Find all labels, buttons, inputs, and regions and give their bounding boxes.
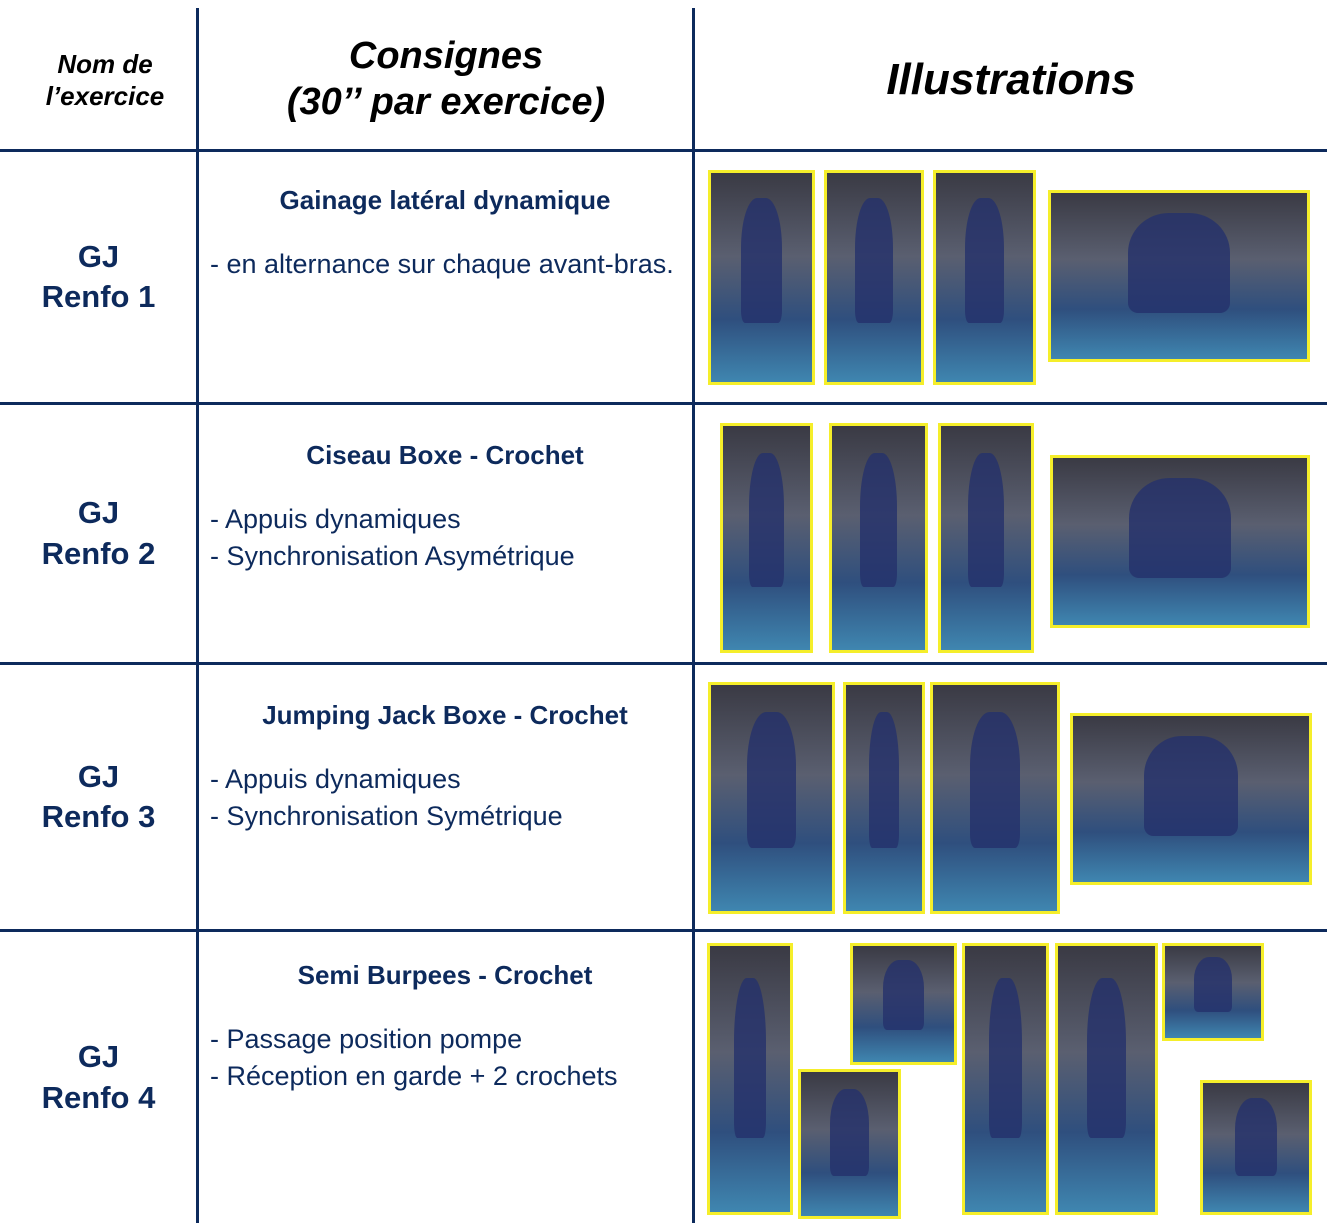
illustration-photo: [962, 943, 1049, 1215]
header-text: Consignes: [348, 35, 544, 78]
illustration-photo: [930, 682, 1060, 914]
header-text: l’exercice: [45, 81, 165, 111]
name-line: GJ: [77, 495, 120, 531]
name-line: Renfo 2: [41, 535, 156, 571]
column-divider: [692, 8, 695, 1223]
instruction-line: - Appuis dynamiques: [210, 504, 461, 534]
illustration-photo: [1162, 943, 1264, 1041]
exercise-title: Gainage latéral dynamique: [279, 185, 611, 215]
row-divider: [0, 149, 1327, 152]
instruction-line: - Synchronisation Asymétrique: [210, 541, 575, 572]
header-text: Illustrations: [886, 55, 1136, 104]
illustration-photo: [933, 170, 1036, 385]
header-instructions: Consignes (30’’ par exercice): [200, 30, 692, 130]
column-divider: [196, 8, 199, 1223]
exercise-title: Semi Burpees - Crochet: [297, 960, 593, 990]
row-divider: [0, 402, 1327, 405]
illustration-photo: [707, 943, 793, 1215]
illustration-photo: [1070, 713, 1312, 885]
illustration-photo: [720, 423, 813, 653]
exercise-instructions: Ciseau Boxe - Crochet - Appuis dynamiques…: [210, 440, 680, 640]
exercise-name: GJ Renfo 1: [0, 152, 197, 402]
illustration-photo: [1200, 1080, 1312, 1215]
illustration-photo: [1048, 190, 1310, 362]
illustration-photo: [938, 423, 1034, 653]
instruction-line: - Appuis dynamiques: [210, 764, 461, 794]
exercise-title: Jumping Jack Boxe - Crochet: [262, 700, 628, 730]
exercise-instructions: Semi Burpees - Crochet - Passage position…: [210, 960, 680, 1200]
exercise-instructions: Jumping Jack Boxe - Crochet - Appuis dyna…: [210, 700, 680, 900]
name-line: GJ: [77, 758, 120, 794]
exercise-title: Ciseau Boxe - Crochet: [306, 440, 584, 470]
name-line: Renfo 1: [41, 279, 156, 314]
illustration-photo: [1050, 455, 1310, 628]
name-line: GJ: [77, 238, 120, 274]
instruction-line: - Passage position pompe: [210, 1024, 523, 1054]
illustration-photo: [798, 1069, 901, 1219]
row-divider: [0, 929, 1327, 932]
header-text: (30’’ par exercice): [286, 81, 606, 123]
illustration-photo: [1055, 943, 1158, 1215]
header-illustrations: Illustrations: [695, 40, 1327, 120]
name-line: GJ: [77, 1039, 120, 1075]
exercise-name: GJ Renfo 3: [0, 665, 197, 929]
name-line: Renfo 4: [41, 1079, 156, 1115]
illustration-photo: [850, 943, 957, 1065]
illustration-photo: [843, 682, 925, 914]
illustration-photo: [829, 423, 928, 653]
instruction-line: - Synchronisation Symétrique: [210, 801, 563, 832]
name-line: Renfo 3: [41, 799, 156, 834]
instruction-line: - Réception en garde + 2 crochets: [210, 1061, 618, 1092]
exercise-name: GJ Renfo 4: [0, 932, 197, 1223]
exercise-instructions: Gainage latéral dynamique - en alternance…: [210, 185, 680, 385]
exercise-name: GJ Renfo 2: [0, 405, 197, 662]
header-text: Nom de: [57, 48, 153, 79]
illustration-photo: [824, 170, 924, 385]
illustration-photo: [708, 682, 835, 914]
illustration-photo: [708, 170, 815, 385]
row-divider: [0, 662, 1327, 665]
header-name: Nom de l’exercice: [0, 40, 210, 120]
instruction-line: - en alternance sur chaque avant-bras.: [210, 249, 674, 279]
